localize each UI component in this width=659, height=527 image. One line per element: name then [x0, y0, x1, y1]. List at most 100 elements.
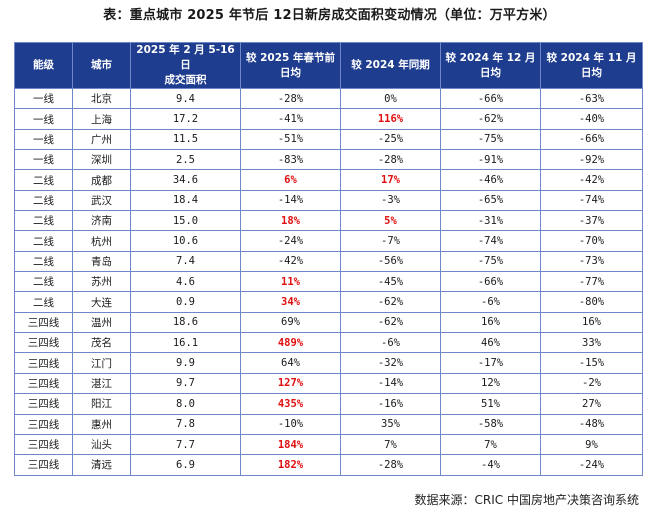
cell-tier: 三四线: [14, 413, 73, 435]
cell-vs-dec: -31%: [440, 210, 541, 232]
table-row: 一线 广州 11.5 -51% -25% -75% -66%: [14, 128, 643, 151]
cell-tier: 三四线: [14, 454, 73, 476]
cell-tier: 三四线: [14, 332, 73, 354]
cell-vs-yoy: -62%: [340, 311, 441, 334]
cell-area: 18.4: [130, 189, 241, 212]
cell-tier: 二线: [14, 271, 73, 293]
cell-vs-nov: -74%: [540, 189, 643, 212]
table-row: 二线 成都 34.6 6% 17% -46% -42%: [14, 169, 643, 191]
table-row: 二线 济南 15.0 18% 5% -31% -37%: [14, 210, 643, 232]
cell-vs-yoy: -28%: [340, 149, 441, 171]
cell-vs-nov: -70%: [540, 230, 643, 252]
cell-vs-nov: -24%: [540, 454, 643, 476]
cell-vs-nov: -37%: [540, 210, 643, 232]
cell-area: 4.6: [130, 271, 241, 293]
table-row: 二线 青岛 7.4 -42% -56% -75% -73%: [14, 250, 643, 273]
cell-tier: 一线: [14, 108, 73, 130]
cell-vs-spring: -51%: [240, 128, 341, 151]
cell-area: 16.1: [130, 332, 241, 354]
cell-city: 清远: [72, 454, 131, 476]
header-tier: 能级: [14, 42, 73, 89]
cell-vs-yoy: -3%: [340, 189, 441, 212]
cell-vs-yoy: 7%: [340, 433, 441, 456]
cell-area: 9.4: [130, 87, 241, 110]
table-title: 表：重点城市 2025 年节后 12日新房成交面积变动情况（单位：万平方米）: [103, 8, 556, 23]
cell-city: 杭州: [72, 230, 131, 252]
header-city: 城市: [72, 42, 131, 89]
cell-vs-dec: -17%: [440, 352, 541, 374]
cell-vs-yoy: -62%: [340, 291, 441, 313]
cell-vs-spring: 6%: [240, 169, 341, 191]
cell-vs-spring: -41%: [240, 108, 341, 130]
cell-area: 7.8: [130, 413, 241, 435]
cell-vs-nov: 33%: [540, 332, 643, 354]
cell-area: 9.9: [130, 352, 241, 374]
cell-vs-spring: -83%: [240, 149, 341, 171]
cell-city: 湛江: [72, 372, 131, 395]
table-row: 二线 大连 0.9 34% -62% -6% -80%: [14, 291, 643, 313]
table-row: 二线 杭州 10.6 -24% -7% -74% -70%: [14, 230, 643, 252]
table-row: 二线 武汉 18.4 -14% -3% -65% -74%: [14, 189, 643, 212]
cell-tier: 二线: [14, 189, 73, 212]
cell-city: 成都: [72, 169, 131, 191]
cell-city: 青岛: [72, 250, 131, 273]
table-row: 三四线 惠州 7.8 -10% 35% -58% -48%: [14, 413, 643, 435]
cell-area: 2.5: [130, 149, 241, 171]
table-row: 三四线 阳江 8.0 435% -16% 51% 27%: [14, 393, 643, 415]
cell-vs-dec: -4%: [440, 454, 541, 476]
cell-vs-yoy: -16%: [340, 393, 441, 415]
cell-vs-nov: -80%: [540, 291, 643, 313]
cell-vs-nov: 27%: [540, 393, 643, 415]
cell-vs-spring: 184%: [240, 433, 341, 456]
cell-city: 北京: [72, 87, 131, 110]
cell-area: 18.6: [130, 311, 241, 334]
cell-vs-nov: -40%: [540, 108, 643, 130]
cell-vs-yoy: -28%: [340, 454, 441, 476]
cell-vs-spring: 34%: [240, 291, 341, 313]
cell-city: 阳江: [72, 393, 131, 415]
cell-vs-dec: 7%: [440, 433, 541, 456]
cell-area: 34.6: [130, 169, 241, 191]
header-vs-dec: 较 2024 年 12 月 日均: [440, 42, 541, 89]
cell-city: 苏州: [72, 271, 131, 293]
cell-vs-dec: -91%: [440, 149, 541, 171]
cell-vs-spring: -10%: [240, 413, 341, 435]
cell-vs-nov: 16%: [540, 311, 643, 334]
cell-area: 0.9: [130, 291, 241, 313]
cell-vs-nov: -92%: [540, 149, 643, 171]
cell-area: 9.7: [130, 372, 241, 395]
cell-vs-spring: 69%: [240, 311, 341, 334]
table-row: 三四线 茂名 16.1 489% -6% 46% 33%: [14, 332, 643, 354]
cell-vs-dec: -75%: [440, 250, 541, 273]
cell-vs-nov: -42%: [540, 169, 643, 191]
cell-tier: 三四线: [14, 433, 73, 456]
cell-vs-nov: -63%: [540, 87, 643, 110]
cell-vs-spring: 435%: [240, 393, 341, 415]
cell-vs-dec: 51%: [440, 393, 541, 415]
cell-vs-dec: -65%: [440, 189, 541, 212]
cell-tier: 二线: [14, 230, 73, 252]
cell-city: 茂名: [72, 332, 131, 354]
cell-vs-yoy: 116%: [340, 108, 441, 130]
table-row: 三四线 温州 18.6 69% -62% 16% 16%: [14, 311, 643, 334]
cell-vs-spring: 182%: [240, 454, 341, 476]
cell-vs-yoy: -45%: [340, 271, 441, 293]
cell-area: 8.0: [130, 393, 241, 415]
cell-vs-nov: -48%: [540, 413, 643, 435]
cell-vs-dec: -75%: [440, 128, 541, 151]
table-body: 一线 北京 9.4 -28% 0% -66% -63% 一线 上海 17.2 -41% 116% -62…: [14, 87, 643, 476]
cell-area: 17.2: [130, 108, 241, 130]
cell-vs-nov: -66%: [540, 128, 643, 151]
cell-vs-spring: 64%: [240, 352, 341, 374]
cell-tier: 三四线: [14, 372, 73, 395]
table-row: 一线 上海 17.2 -41% 116% -62% -40%: [14, 108, 643, 130]
cell-city: 惠州: [72, 413, 131, 435]
cell-tier: 三四线: [14, 311, 73, 334]
cell-vs-dec: 16%: [440, 311, 541, 334]
cell-vs-yoy: 17%: [340, 169, 441, 191]
cell-vs-spring: 18%: [240, 210, 341, 232]
header-area: 2025 年 2 月 5-16 日 成交面积: [130, 42, 241, 89]
table-row: 三四线 清远 6.9 182% -28% -4% -24%: [14, 454, 643, 476]
cell-tier: 二线: [14, 210, 73, 232]
cell-vs-yoy: 5%: [340, 210, 441, 232]
